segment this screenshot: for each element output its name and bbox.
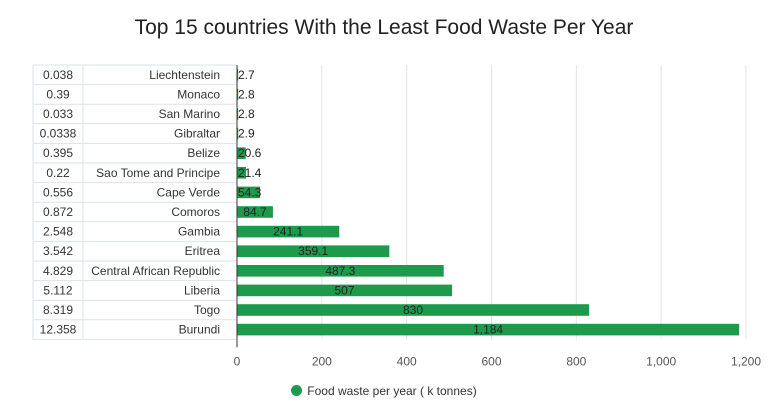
- bar-value-label: 1,184: [473, 323, 503, 337]
- bar-value-label: 2.8: [238, 107, 255, 121]
- legend-marker-icon: [291, 385, 303, 396]
- gridlines: [321, 65, 747, 340]
- bar-value-label: 2.8: [238, 87, 255, 101]
- table-value: 0.22: [46, 166, 70, 180]
- bar[interactable]: [237, 206, 273, 218]
- bar-value-label: 20.6: [238, 146, 262, 160]
- table-value: 0.872: [43, 205, 73, 219]
- category-label: San Marino: [159, 107, 221, 121]
- category-label: Burundi: [179, 323, 220, 337]
- category-label: Cape Verde: [157, 185, 221, 199]
- bar-value-label: 84.7: [243, 205, 267, 219]
- bar-value-label: 487.3: [325, 264, 355, 278]
- bar[interactable]: [237, 108, 239, 120]
- bars: 2.7 2.8 2.8 2.9 20.6 21.4 54.3 84.7 241.1 359.1 48…: [237, 68, 740, 337]
- category-label: Sao Tome and Principe: [96, 166, 220, 180]
- bar[interactable]: [237, 245, 390, 257]
- table-value: 0.556: [43, 185, 73, 199]
- bar[interactable]: [237, 147, 246, 159]
- bar-value-label: 241.1: [273, 225, 303, 239]
- category-label: Liberia: [184, 283, 220, 297]
- x-tick-label: 600: [481, 354, 501, 368]
- table-value: 4.829: [43, 264, 73, 278]
- bar-value-label: 2.9: [238, 127, 255, 141]
- category-label: Gambia: [178, 225, 220, 239]
- data-table: 0.038 Liechtenstein 0.39 Monaco 0.033 San Mar…: [32, 64, 236, 340]
- bar[interactable]: [237, 69, 239, 81]
- bar-value-label: 21.4: [238, 166, 262, 180]
- x-tick-label: 0: [234, 354, 241, 368]
- x-tick-label: 800: [566, 354, 586, 368]
- table-value: 0.033: [43, 107, 73, 121]
- x-tick-label: 1,200: [731, 354, 761, 368]
- x-tick-label: 200: [312, 354, 332, 368]
- table-value: 0.395: [43, 146, 73, 160]
- category-label: Central African Republic: [91, 264, 220, 278]
- legend-label: Food waste per year ( k tonnes): [307, 384, 477, 398]
- bar[interactable]: [237, 323, 740, 336]
- bar[interactable]: [237, 88, 239, 101]
- table-value: 0.39: [46, 87, 70, 101]
- category-label: Gibraltar: [174, 127, 220, 141]
- table-value: 12.358: [40, 323, 77, 337]
- bar[interactable]: [237, 186, 261, 199]
- bar[interactable]: [237, 284, 453, 297]
- x-tick-label: 400: [397, 354, 417, 368]
- bar[interactable]: [237, 167, 247, 179]
- table-value: 0.0338: [40, 127, 77, 141]
- category-label: Eritrea: [185, 244, 221, 258]
- bar[interactable]: [237, 225, 340, 238]
- table-value: 2.548: [43, 225, 73, 239]
- bar[interactable]: [237, 265, 444, 277]
- category-label: Liechtenstein: [149, 68, 220, 82]
- bar-value-label: 507: [335, 283, 355, 297]
- table-value: 3.542: [43, 244, 73, 258]
- bar-value-label: 2.7: [238, 68, 255, 82]
- bar-value-label: 54.3: [238, 185, 262, 199]
- x-axis: 0 200 400 600 800 1,000 1,200: [234, 65, 761, 368]
- chart-title: Top 15 countries With the Least Food Was…: [134, 16, 634, 39]
- bar-chart: 0.038 Liechtenstein 0.39 Monaco 0.033 San Mar…: [32, 64, 761, 368]
- legend[interactable]: Food waste per year ( k tonnes): [0, 384, 768, 398]
- x-tick-label: 1,000: [646, 354, 676, 368]
- bar-value-label: 359.1: [298, 244, 328, 258]
- table-value: 0.038: [43, 68, 73, 82]
- table-value: 8.319: [43, 303, 73, 317]
- bar-value-label: 830: [403, 303, 423, 317]
- category-label: Togo: [194, 303, 220, 317]
- category-label: Monaco: [177, 87, 220, 101]
- category-label: Belize: [187, 146, 220, 160]
- category-label: Comoros: [171, 205, 220, 219]
- bar[interactable]: [237, 127, 239, 140]
- bar[interactable]: [237, 304, 590, 316]
- table-value: 5.112: [43, 283, 72, 297]
